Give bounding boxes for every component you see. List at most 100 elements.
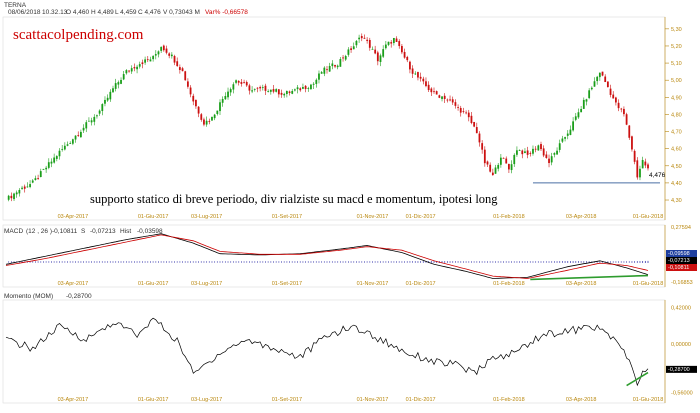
candle-body: [409, 61, 411, 70]
candle-body: [133, 67, 136, 69]
candle-body: [513, 154, 516, 165]
candle-body: [564, 137, 566, 139]
candle-body: [628, 125, 631, 138]
candle-body: [211, 116, 213, 121]
price-x-tick-label: 01-Feb-2018: [493, 214, 525, 220]
candle-body: [120, 79, 122, 84]
candle-body: [483, 149, 486, 164]
candle-body: [243, 82, 245, 84]
candle-body: [42, 168, 45, 170]
candle-body: [344, 56, 347, 60]
candle-body: [403, 51, 406, 58]
candle-body: [647, 164, 649, 169]
candle-body: [141, 62, 144, 65]
mom-x-tick-label: 03-Apr-2017: [58, 397, 89, 403]
candle-body: [88, 120, 90, 122]
candle-body: [277, 89, 280, 95]
candle-body: [540, 144, 542, 150]
candle-body: [7, 195, 10, 200]
macd-trendline: [530, 274, 649, 281]
macd-line: [5, 233, 649, 279]
low-label: L 4,459: [115, 9, 137, 16]
candle-body: [109, 91, 112, 100]
candle-body: [272, 89, 275, 92]
candle-body: [342, 57, 344, 59]
candle-body: [304, 85, 307, 90]
candle-body: [74, 135, 77, 140]
candle-body: [13, 193, 15, 200]
candle-body: [360, 36, 363, 39]
candle-body: [636, 160, 639, 178]
time-label: 10.32.13: [42, 9, 68, 16]
candle-body: [195, 99, 197, 107]
candle-body: [518, 150, 521, 151]
candle-body: [15, 192, 18, 195]
candle-body: [532, 148, 534, 154]
mom-x-tick-label: 03-Lug-2017: [191, 397, 222, 403]
candle-body: [82, 127, 85, 131]
candle-body: [545, 154, 548, 158]
candle-body: [371, 48, 374, 50]
date-label: 08/06/2018: [8, 9, 41, 16]
candle-body: [529, 153, 532, 154]
candle-body: [283, 93, 286, 96]
candle-body: [275, 89, 278, 92]
candle-body: [465, 112, 467, 114]
price-x-tick-label: 01-Nov-2017: [357, 214, 389, 220]
price-x-tick-label: 03-Lug-2017: [191, 214, 222, 220]
candle-body: [170, 54, 173, 57]
macd-x-tick-label: 03-Lug-2017: [191, 281, 222, 287]
candle-body: [197, 106, 200, 114]
candle-body: [406, 56, 409, 61]
candle-body: [347, 49, 350, 55]
candle-body: [524, 151, 526, 154]
candle-body: [227, 91, 229, 98]
price-y-tick-label: 4,50: [671, 164, 682, 170]
candle-body: [390, 42, 393, 44]
candle-body: [253, 88, 256, 90]
candle-body: [326, 69, 328, 71]
candle-body: [556, 150, 558, 155]
candle-body: [85, 122, 88, 129]
candle-body: [441, 96, 443, 99]
candle-body: [384, 44, 387, 49]
mom-label: Momento (MOM): [4, 293, 53, 300]
candle-body: [122, 74, 125, 80]
macd-lines: [5, 233, 649, 281]
watermark: scattacolpending.com: [13, 27, 144, 43]
symbol-label: TERNA: [4, 2, 27, 9]
candle-body: [435, 91, 438, 95]
macd-signal-line: [5, 234, 649, 279]
macd-x-tick-label: 01-Giu-2018: [633, 281, 664, 287]
candle-body: [392, 37, 395, 44]
candle-body: [569, 129, 572, 135]
candle-body: [454, 102, 457, 106]
candle-body: [66, 144, 69, 146]
candle-body: [160, 46, 163, 51]
candle-body: [508, 164, 510, 170]
candle-body: [425, 81, 427, 87]
price-candles: [7, 33, 649, 202]
candle-body: [302, 87, 304, 89]
mom-x-tick-label: 01-Giu-2018: [633, 397, 664, 403]
candle-body: [176, 61, 179, 67]
candle-body: [411, 68, 414, 74]
candle-body: [366, 39, 369, 41]
macd-value-flag: [666, 264, 697, 271]
mom-lines: [5, 317, 649, 387]
candle-body: [542, 148, 545, 156]
candle-body: [128, 70, 130, 72]
candle-body: [192, 95, 195, 102]
price-x-tick-label: 01-Giu-2018: [633, 214, 664, 220]
candle-body: [200, 114, 203, 120]
candle-body: [467, 112, 470, 118]
candle-body: [336, 65, 339, 68]
candle-body: [96, 115, 98, 117]
candle-body: [98, 110, 101, 114]
candle-body: [350, 48, 352, 50]
candle-body: [339, 59, 342, 67]
candle-body: [178, 67, 181, 70]
candle-body: [419, 76, 422, 79]
close-label: C 4,476: [138, 9, 161, 16]
candle-body: [639, 168, 641, 178]
